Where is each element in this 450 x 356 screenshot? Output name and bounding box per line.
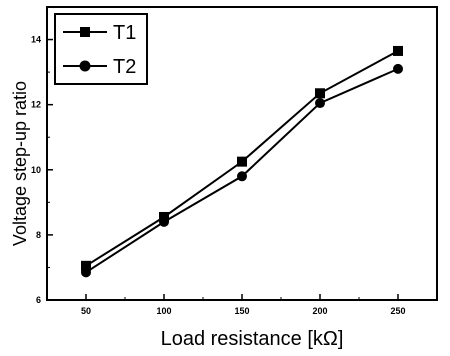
data-point-t2 xyxy=(237,171,247,182)
data-point-t1 xyxy=(315,88,325,99)
y-tick-label: 8 xyxy=(36,230,41,240)
legend-label-t2: T2 xyxy=(113,56,136,78)
x-tick-label: 50 xyxy=(81,306,91,316)
data-point-t1 xyxy=(237,156,247,167)
data-point-t2 xyxy=(159,216,169,227)
axis-ticks: 50 100 150 200 250 6 8 10 12 14 xyxy=(31,35,438,316)
x-axis-label: Load resistance [kΩ] xyxy=(161,328,344,350)
y-tick-label: 14 xyxy=(31,35,41,45)
y-axis-label: Voltage step-up ratio xyxy=(10,81,30,246)
y-tick-label: 6 xyxy=(36,295,41,305)
data-point-t1 xyxy=(81,260,91,271)
x-tick-label: 100 xyxy=(156,306,171,316)
legend-marker-t2 xyxy=(79,60,91,72)
series-lines xyxy=(81,45,403,278)
legend-label-t1: T1 xyxy=(113,22,136,44)
data-point-t2 xyxy=(315,98,325,109)
x-tick-label: 250 xyxy=(390,306,405,316)
legend-box xyxy=(54,13,148,85)
x-tick-label: 200 xyxy=(312,306,327,316)
y-tick-label: 10 xyxy=(31,165,41,175)
legend-marker-t1 xyxy=(80,27,90,37)
y-tick-label: 12 xyxy=(31,100,41,110)
x-tick-label: 150 xyxy=(234,306,249,316)
data-point-t2 xyxy=(393,63,403,74)
data-point-t1 xyxy=(393,45,403,56)
legend: T1 T2 xyxy=(54,13,148,85)
data-point-t2 xyxy=(81,267,91,278)
series-line-t2 xyxy=(85,67,399,274)
